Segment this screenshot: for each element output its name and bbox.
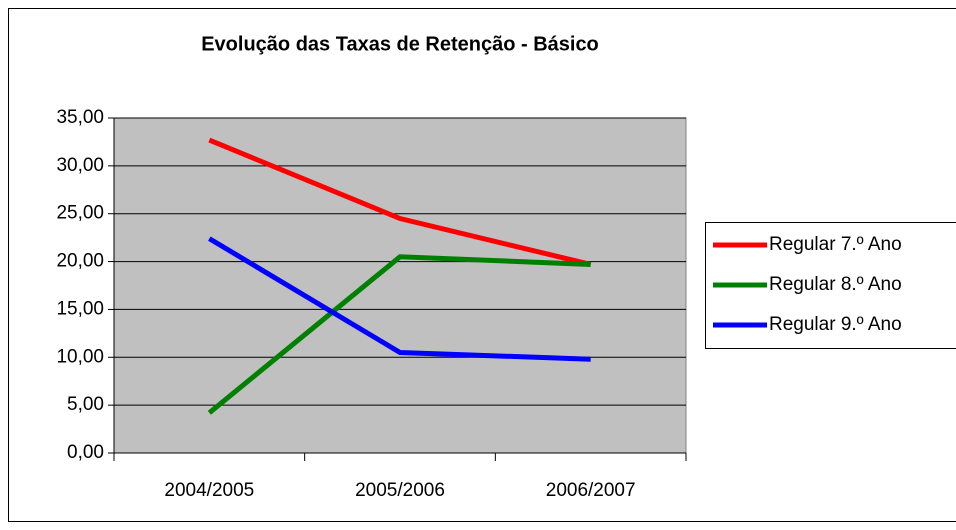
y-tick-label: 20,00 [56, 251, 104, 272]
series-line [208, 236, 591, 362]
legend-label: Regular 8.º Ano [769, 274, 902, 295]
chart-title: Evolução das Taxas de Retenção - Básico [201, 33, 599, 55]
y-tick-label: 35,00 [56, 107, 104, 128]
series-line [208, 137, 592, 267]
y-tick-label: 30,00 [56, 155, 104, 176]
x-tick-label: 2006/2007 [546, 480, 636, 501]
y-tick-label: 5,00 [67, 394, 104, 415]
series-line [207, 254, 591, 415]
y-tick-label: 0,00 [67, 442, 104, 463]
legend-label: Regular 9.º Ano [769, 314, 902, 335]
legend-label: Regular 7.º Ano [769, 234, 902, 255]
plot-area [113, 117, 687, 454]
y-tick-label: 25,00 [56, 203, 104, 224]
y-tick-label: 15,00 [56, 298, 104, 319]
y-tick-label: 10,00 [56, 346, 104, 367]
x-tick-label: 2005/2006 [355, 480, 445, 501]
x-tick-label: 2004/2005 [164, 480, 254, 501]
